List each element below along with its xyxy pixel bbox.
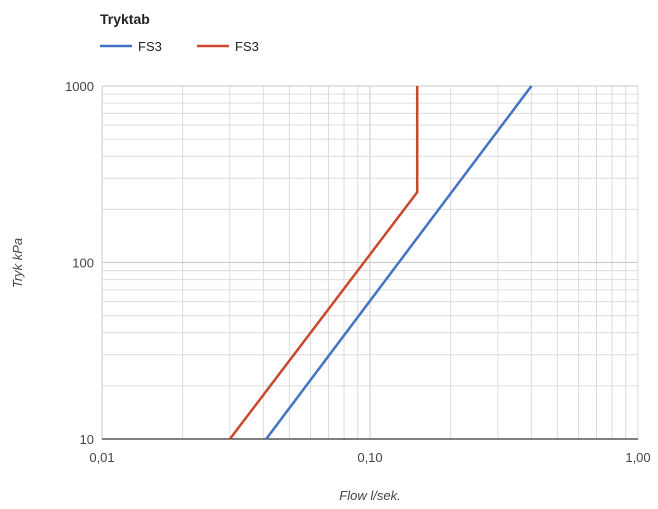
y-axis-label: Tryk kPa xyxy=(10,238,25,288)
legend-label-2: FS3 xyxy=(235,39,259,54)
y-tick-label: 100 xyxy=(72,256,94,271)
x-tick-label: 0,10 xyxy=(357,450,382,465)
x-tick-label: 0,01 xyxy=(89,450,114,465)
grid-lines xyxy=(101,85,639,440)
chart-title: Tryktab xyxy=(100,11,150,27)
series-lines xyxy=(228,85,533,440)
y-tick-label: 1000 xyxy=(65,79,94,94)
legend-label-1: FS3 xyxy=(138,39,162,54)
series-line-2 xyxy=(228,86,419,440)
y-tick-label: 10 xyxy=(80,432,94,447)
series-line-1 xyxy=(265,85,533,440)
x-tick-label: 1,00 xyxy=(625,450,650,465)
y-axis-tick-labels: 10 100 1000 xyxy=(65,79,94,447)
x-axis-tick-labels: 0,01 0,10 1,00 xyxy=(89,450,650,465)
legend: FS3 FS3 xyxy=(100,39,259,54)
x-axis-label: Flow l/sek. xyxy=(339,488,400,503)
